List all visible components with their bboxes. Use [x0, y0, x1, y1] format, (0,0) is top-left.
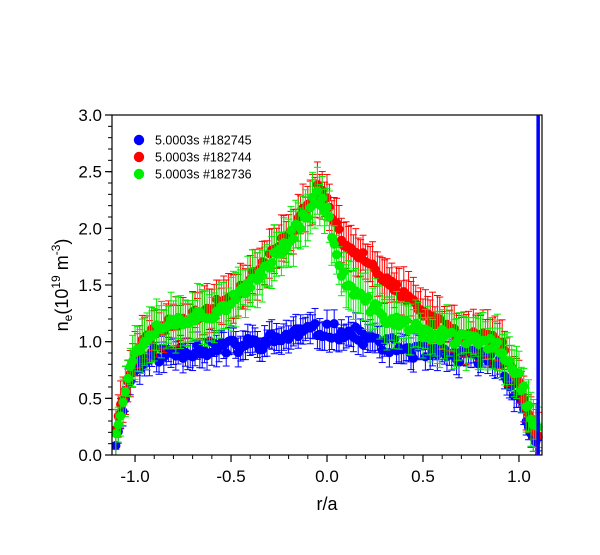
x-tick-label: 0.0: [315, 467, 339, 486]
legend-label: 5.0003s #182745: [155, 134, 252, 148]
data-point: [317, 193, 327, 203]
x-axis: -1.0 -0.5 0.0 0.5 1.0: [120, 455, 531, 486]
y-tick-label: 2.0: [78, 219, 102, 238]
plot-frame: [111, 114, 543, 456]
y-tick-label: 1.0: [78, 333, 102, 352]
data-point: [123, 373, 133, 384]
data-point: [401, 315, 411, 326]
series-layer: [112, 161, 543, 456]
y-title-unit-mid: m: [52, 255, 72, 275]
data-point: [329, 319, 339, 329]
data-point: [245, 282, 255, 293]
data-point: [363, 292, 373, 303]
legend-marker: [133, 168, 145, 180]
data-point: [329, 239, 339, 249]
data-point: [113, 419, 123, 430]
data-point: [112, 428, 121, 439]
y-tick-label: 3.0: [78, 106, 102, 125]
data-point: [519, 381, 529, 391]
y-title-sub: e: [61, 314, 75, 321]
data-point: [514, 368, 524, 378]
legend-label: 5.0003s #182736: [155, 168, 252, 182]
y-title-unit-prefix: (10: [52, 289, 72, 315]
legend: 5.0003s #182745 5.0003s #182744 5.0003s #1…: [133, 134, 252, 182]
data-point: [358, 248, 368, 258]
data-point: [128, 356, 138, 366]
y-tick-label: 0.5: [78, 389, 102, 408]
x-tick-label: -1.0: [120, 467, 149, 486]
legend-marker: [133, 134, 145, 146]
y-title-unit-exp: 19: [49, 275, 63, 289]
data-point: [303, 212, 313, 223]
data-point: [221, 348, 231, 358]
data-point: [492, 337, 502, 347]
data-point: [331, 250, 342, 260]
data-point: [339, 267, 349, 277]
data-point: [322, 202, 332, 212]
y-tick-label: 1.5: [78, 276, 102, 295]
data-point: [120, 386, 131, 397]
y-title-unit-suffix: ): [52, 239, 72, 245]
data-point: [324, 212, 334, 222]
data-point: [267, 257, 277, 268]
y-axis-title: ne(1019 m-3): [49, 239, 75, 332]
series-3: [112, 166, 543, 456]
legend-label: 5.0003s #182744: [155, 151, 252, 165]
x-tick-label: 1.0: [507, 467, 531, 486]
y-tick-label: 2.5: [78, 163, 102, 182]
data-point: [523, 400, 534, 411]
x-axis-title: r/a: [316, 494, 338, 514]
y-title-base: n: [52, 321, 72, 331]
data-point: [288, 234, 299, 244]
data-point: [257, 271, 267, 281]
y-tick-label: 0.0: [78, 446, 102, 465]
data-point: [310, 319, 320, 329]
y-title-unit-exp2: -3: [49, 244, 63, 255]
legend-marker: [133, 151, 145, 163]
x-tick-label: -0.5: [216, 467, 245, 486]
x-tick-label: 0.5: [411, 467, 435, 486]
data-point: [116, 411, 126, 421]
y-axis: 0.0 0.5 1.0 1.5 2.0 2.5 3.0: [78, 106, 112, 465]
data-point: [118, 397, 128, 407]
